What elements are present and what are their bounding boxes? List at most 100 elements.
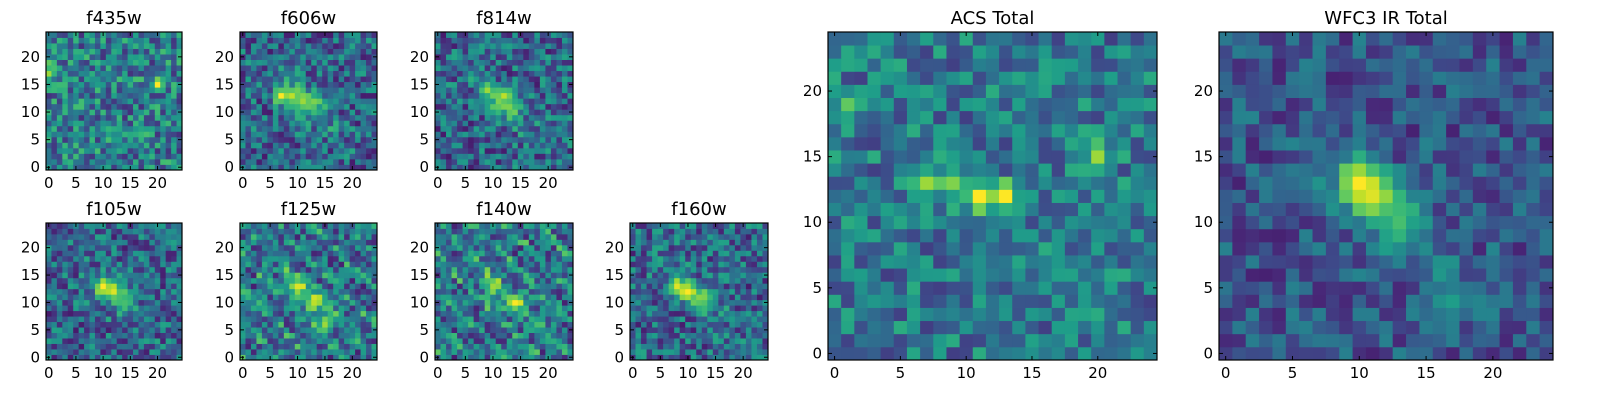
heatmap-cell [652, 272, 658, 278]
heatmap-cell [73, 137, 79, 143]
heatmap-cell [696, 322, 702, 328]
heatmap-cell [674, 245, 680, 251]
heatmap-cell [441, 148, 447, 154]
heatmap-cell [463, 239, 469, 245]
heatmap-cell [344, 305, 350, 311]
heatmap-cell [652, 267, 658, 273]
y-tick-label: 20 [215, 48, 234, 66]
heatmap-cell [881, 176, 895, 190]
heatmap-cell [289, 93, 295, 99]
heatmap-cell [663, 261, 669, 267]
heatmap-cell [545, 316, 551, 322]
heatmap-cell [90, 333, 96, 339]
heatmap-cell [441, 261, 447, 267]
heatmap-cell [122, 278, 128, 284]
heatmap-cell [322, 256, 328, 262]
y-tick-label: 15 [215, 266, 234, 284]
heatmap-cell [718, 327, 724, 333]
heatmap-cell [339, 327, 345, 333]
heatmap-cell [322, 71, 328, 77]
heatmap-cell [262, 131, 268, 137]
heatmap-cell [724, 300, 730, 306]
heatmap-cell [1039, 163, 1053, 177]
heatmap-cell [534, 245, 540, 251]
heatmap-cell [68, 322, 74, 328]
heatmap-cell [540, 261, 546, 267]
heatmap-cell [251, 344, 257, 350]
heatmap-cell [518, 87, 524, 93]
heatmap-cell [1039, 294, 1053, 308]
heatmap-cell [713, 300, 719, 306]
heatmap-cell [171, 115, 177, 121]
heatmap-cell [155, 71, 161, 77]
heatmap-cell [867, 308, 881, 322]
heatmap-cell [523, 65, 529, 71]
heatmap-cell [540, 148, 546, 154]
heatmap-cell [680, 338, 686, 344]
heatmap-cell [51, 120, 57, 126]
heatmap-cell [245, 54, 251, 60]
heatmap-cell [463, 333, 469, 339]
heatmap-cell [707, 267, 713, 273]
heatmap-cell [718, 256, 724, 262]
heatmap-cell [446, 333, 452, 339]
heatmap-cell [435, 98, 441, 104]
heatmap-cell [300, 104, 306, 110]
heatmap-cell [485, 148, 491, 154]
heatmap-cell [691, 294, 697, 300]
heatmap-cell [95, 120, 101, 126]
heatmap-cell [691, 322, 697, 328]
heatmap-cell [350, 148, 356, 154]
heatmap-cell [333, 300, 339, 306]
heatmap-cell [366, 278, 372, 284]
heatmap-cell [245, 120, 251, 126]
heatmap-cell [256, 120, 262, 126]
heatmap-cell [757, 300, 763, 306]
heatmap-cell [133, 159, 139, 165]
heatmap-cell [485, 76, 491, 82]
heatmap-cell [746, 250, 752, 256]
heatmap-cell [479, 54, 485, 60]
heatmap-cell [111, 43, 117, 49]
heatmap-cell [251, 98, 257, 104]
heatmap-cell [240, 239, 246, 245]
heatmap-cell [468, 93, 474, 99]
heatmap-cell [284, 250, 290, 256]
heatmap-cell [128, 272, 134, 278]
heatmap-cell [122, 261, 128, 267]
heatmap-cell [133, 311, 139, 317]
heatmap-cell [523, 82, 529, 88]
heatmap-cell [680, 300, 686, 306]
heatmap-cell [457, 38, 463, 44]
heatmap-cell [322, 300, 328, 306]
heatmap-cell [300, 98, 306, 104]
heatmap-cell [95, 223, 101, 229]
heatmap-cell [468, 137, 474, 143]
heatmap-cell [496, 120, 502, 126]
heatmap-cell [344, 338, 350, 344]
heatmap-cell [361, 65, 367, 71]
x-tick-label: 10 [288, 364, 307, 382]
heatmap-cell [551, 87, 557, 93]
heatmap-cell [986, 281, 1000, 295]
heatmap-cell [245, 104, 251, 110]
heatmap-cell [95, 327, 101, 333]
heatmap-cell [245, 71, 251, 77]
heatmap-cell [490, 322, 496, 328]
heatmap-cell [361, 327, 367, 333]
heatmap-cell [51, 148, 57, 154]
x-tick-label: 20 [539, 174, 558, 192]
heatmap-cell [306, 115, 312, 121]
heatmap-cell [122, 272, 128, 278]
heatmap-cell [485, 267, 491, 273]
heatmap-cell [289, 311, 295, 317]
heatmap-cell [551, 32, 557, 38]
heatmap-cell [240, 349, 246, 355]
heatmap-cell [68, 159, 74, 165]
heatmap-cell [496, 305, 502, 311]
heatmap-cell [84, 338, 90, 344]
heatmap-cell [84, 120, 90, 126]
heatmap-cell [946, 176, 960, 190]
heatmap-cell [518, 300, 524, 306]
heatmap-cell [155, 126, 161, 132]
